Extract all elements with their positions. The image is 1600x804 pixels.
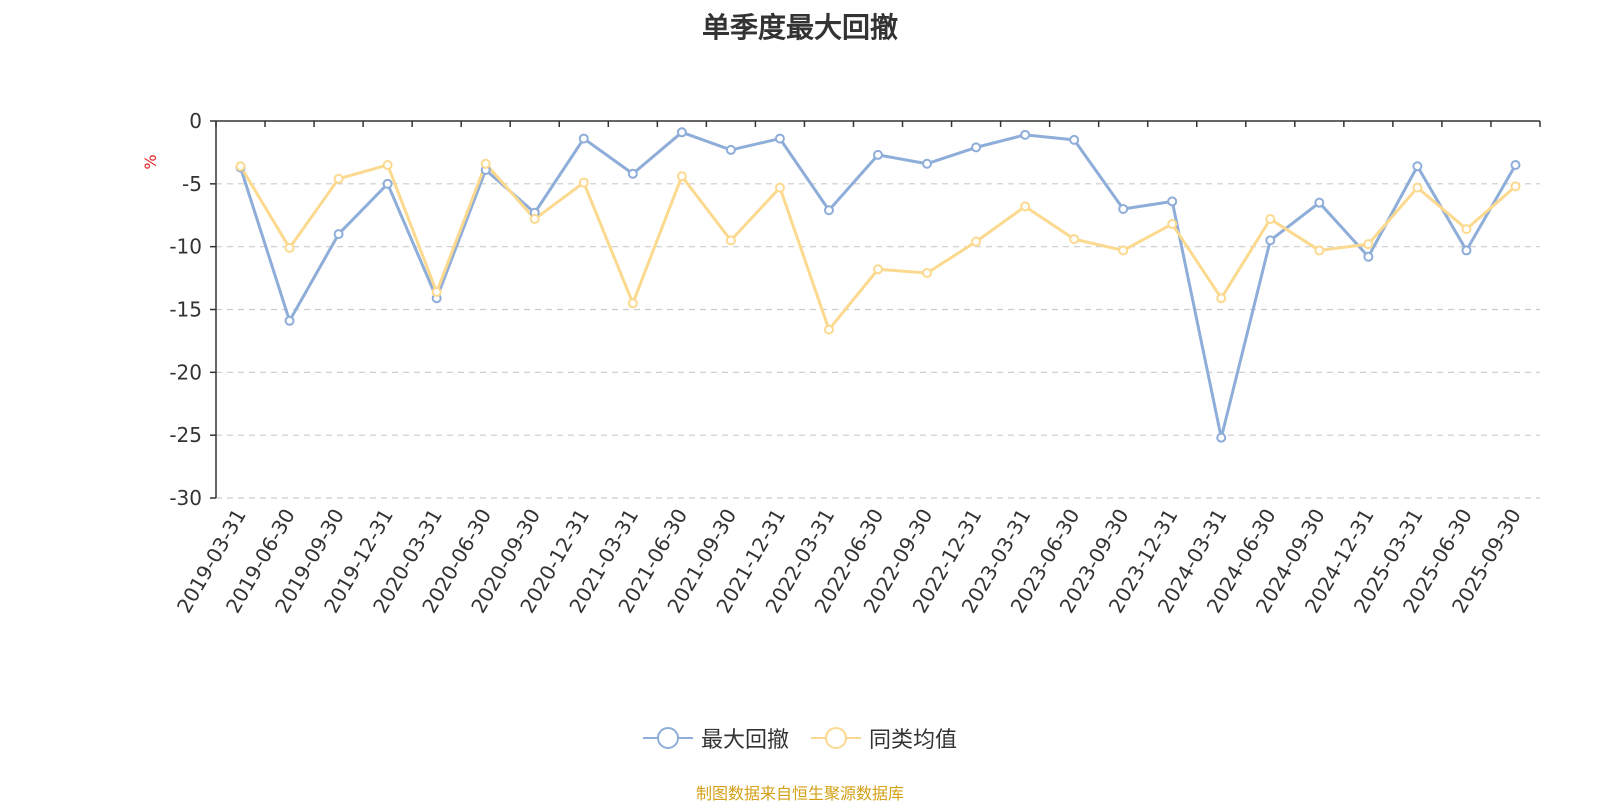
data-point[interactable] [1510,159,1521,170]
data-point[interactable] [823,324,834,335]
data-source-note: 制图数据来自恒生聚源数据库 [695,784,904,803]
y-tick-label: -15 [169,298,202,322]
legend-item-peer-average[interactable]: 同类均值 [811,722,957,754]
data-point[interactable] [284,242,295,253]
data-point[interactable] [676,127,687,138]
data-point[interactable] [823,205,834,216]
data-point[interactable] [578,133,589,144]
data-point[interactable] [1069,134,1080,145]
data-point[interactable] [235,161,246,172]
data-point[interactable] [774,182,785,193]
data-point[interactable] [774,133,785,144]
data-point[interactable] [284,315,295,326]
legend-label-peer-average: 同类均值 [869,728,958,753]
data-point[interactable] [382,159,393,170]
legend-marker-peer-average [811,727,861,749]
y-tick-label: 0 [189,109,202,133]
data-point[interactable] [1412,161,1423,172]
data-point[interactable] [1363,251,1374,262]
legend-marker-max-drawdown [642,727,693,749]
chart-title: 单季度最大回撤 [701,11,898,44]
data-point[interactable] [1020,201,1031,212]
data-point[interactable] [873,149,883,160]
data-point[interactable] [1461,224,1472,235]
y-tick-label: -20 [169,360,202,384]
data-point[interactable] [1069,234,1080,245]
data-point[interactable] [1216,432,1227,443]
data-point[interactable] [971,236,982,247]
data-point[interactable] [333,229,344,240]
data-point[interactable] [1216,293,1227,304]
y-tick-label: -25 [169,423,202,447]
y-tick-label: -10 [169,235,202,259]
data-point[interactable] [725,235,736,246]
data-point[interactable] [676,171,687,182]
data-point[interactable] [1510,181,1521,192]
data-point[interactable] [1363,239,1374,250]
data-point[interactable] [1167,219,1178,230]
data-point[interactable] [578,177,589,188]
data-point[interactable] [1314,197,1325,208]
data-point[interactable] [480,158,491,169]
data-point[interactable] [1314,245,1325,256]
data-point[interactable] [1265,214,1276,225]
data-point[interactable] [1461,245,1472,256]
data-point[interactable] [382,178,393,189]
data-point[interactable] [431,286,442,297]
data-point[interactable] [627,298,638,309]
legend-label-max-drawdown: 最大回撤 [700,728,789,753]
y-tick-label: -30 [169,486,202,510]
series-line-0 [239,130,1517,440]
data-point[interactable] [333,173,344,184]
data-point[interactable] [873,264,883,275]
legend-item-max-drawdown[interactable]: 最大回撤 [642,722,789,754]
data-point[interactable] [627,168,638,179]
legend: 最大回撤 同类均值 [0,722,1600,754]
data-point[interactable] [1118,203,1129,214]
data-point[interactable] [971,142,982,153]
data-point[interactable] [725,144,736,155]
data-point[interactable] [1167,196,1178,207]
data-point[interactable] [1265,235,1276,246]
data-point[interactable] [1412,182,1423,193]
data-point[interactable] [1118,245,1129,256]
y-axis-unit-label: % [141,154,160,169]
data-point[interactable] [1020,129,1031,140]
data-point[interactable] [922,268,933,279]
data-point[interactable] [529,214,540,225]
data-point[interactable] [922,158,933,169]
chart-plot: 0-5-10-15-20-25-302019-03-312019-06-3020… [141,109,1541,617]
y-tick-label: -5 [182,172,202,196]
